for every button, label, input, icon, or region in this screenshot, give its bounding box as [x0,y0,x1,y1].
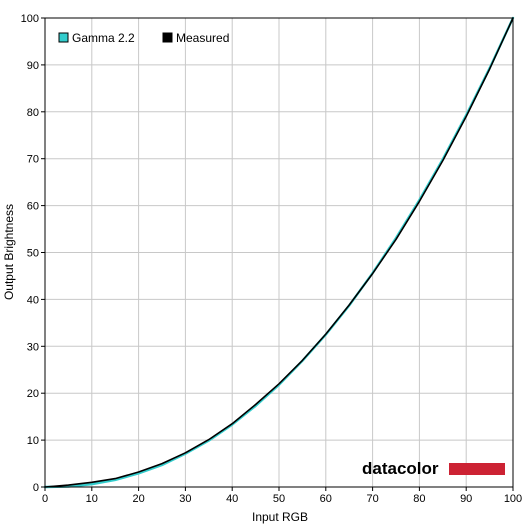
datacolor-logo-bar [449,463,505,475]
x-tick-label: 60 [320,493,332,505]
y-tick-label: 100 [21,13,39,25]
x-tick-label: 10 [86,493,98,505]
y-tick-label: 10 [27,435,39,447]
x-tick-label: 50 [273,493,285,505]
y-tick-labels: 0 10 20 30 40 50 60 70 80 90 100 [21,13,39,494]
series-line-measured [44,17,514,488]
grid-lines [44,17,514,488]
x-axis-title: Input RGB [252,510,308,524]
y-tick-label: 60 [27,201,39,213]
x-tick-labels: 0 10 20 30 40 50 60 70 80 90 100 [42,493,522,505]
x-tick-label: 0 [42,493,48,505]
y-tick-label: 0 [33,482,39,494]
legend-swatch-measured [162,32,173,43]
y-tick-label: 70 [27,154,39,166]
datacolor-logo-text: datacolor [362,459,439,478]
datacolor-logo: datacolor [362,459,505,478]
legend-label-measured: Measured [176,31,229,45]
y-tick-label: 20 [27,388,39,400]
legend-label-gamma: Gamma 2.2 [72,31,135,45]
x-tick-label: 30 [179,493,191,505]
tick-marks [41,17,514,491]
y-axis-title: Output Brightness [2,204,16,300]
x-tick-label: 90 [460,493,472,505]
y-tick-label: 80 [27,107,39,119]
y-tick-label: 50 [27,248,39,260]
legend-swatch-gamma [58,32,69,43]
y-tick-label: 30 [27,341,39,353]
x-tick-label: 100 [504,493,522,505]
x-tick-label: 80 [413,493,425,505]
x-tick-label: 40 [226,493,238,505]
x-tick-label: 20 [132,493,144,505]
y-tick-label: 40 [27,294,39,306]
y-tick-label: 90 [27,60,39,72]
x-tick-label: 70 [366,493,378,505]
series-lines [43,16,515,489]
legend: Gamma 2.2 Measured [58,31,229,45]
